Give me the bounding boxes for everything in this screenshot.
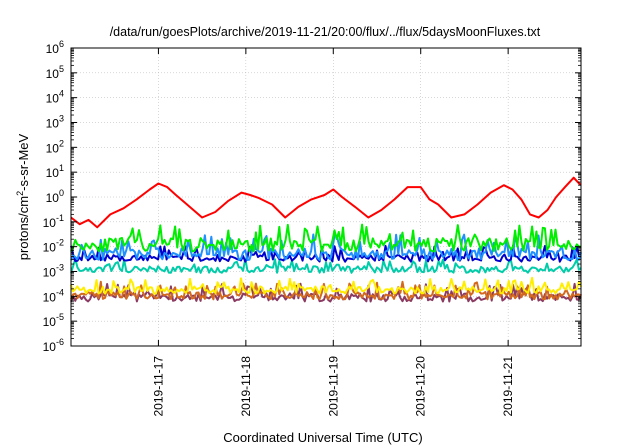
x-tick-label: 2019-11-20 bbox=[414, 356, 428, 417]
y-tick-label: 101 bbox=[46, 163, 64, 180]
grid-lines bbox=[71, 48, 581, 346]
y-axis-title-prefix: protons/cm bbox=[16, 196, 31, 260]
y-tick-label: 10-3 bbox=[43, 263, 64, 280]
y-tick-label: 104 bbox=[46, 89, 64, 106]
y-tick-label: 10-1 bbox=[43, 213, 64, 230]
y-tick-label: 105 bbox=[46, 64, 64, 81]
y-tick-label: 10-2 bbox=[43, 238, 64, 255]
chart-title: /data/run/goesPlots/archive/2019-11-21/2… bbox=[110, 25, 541, 39]
y-tick-label: 10-6 bbox=[43, 337, 64, 354]
y-axis-title-sup: 2 bbox=[15, 191, 25, 196]
series-line bbox=[70, 244, 582, 263]
y-tick-label: 102 bbox=[46, 138, 64, 155]
x-axis: 2019-11-17 2019-11-18 2019-11-19 2019-11-20… bbox=[151, 48, 515, 417]
series-line bbox=[70, 280, 582, 301]
series-line bbox=[70, 257, 582, 274]
x-tick-label: 2019-11-19 bbox=[326, 356, 340, 417]
series-line bbox=[70, 233, 582, 261]
y-axis-title-suffix: -s-sr-MeV bbox=[16, 133, 31, 190]
x-tick-label: 2019-11-21 bbox=[501, 356, 515, 417]
y-tick-label: 10-4 bbox=[43, 287, 64, 304]
y-axis: 10-6 10-5 10-4 10-3 10-2 10-1 100 101 102 103 104 1… bbox=[43, 39, 581, 354]
y-tick-label: 100 bbox=[46, 188, 64, 205]
y-tick-label: 10-5 bbox=[43, 312, 64, 329]
series-line bbox=[70, 276, 582, 295]
y-axis-title: protons/cm2-s-sr-MeV bbox=[15, 133, 31, 260]
y-tick-label: 106 bbox=[46, 39, 64, 56]
x-tick-label: 2019-11-17 bbox=[151, 356, 165, 417]
x-axis-title: Coordinated Universal Time (UTC) bbox=[223, 430, 422, 445]
x-tick-label: 2019-11-18 bbox=[239, 356, 253, 417]
series-line bbox=[70, 176, 582, 229]
y-tick-label: 103 bbox=[46, 114, 64, 131]
series-line bbox=[70, 223, 582, 253]
series-layer bbox=[70, 176, 582, 303]
